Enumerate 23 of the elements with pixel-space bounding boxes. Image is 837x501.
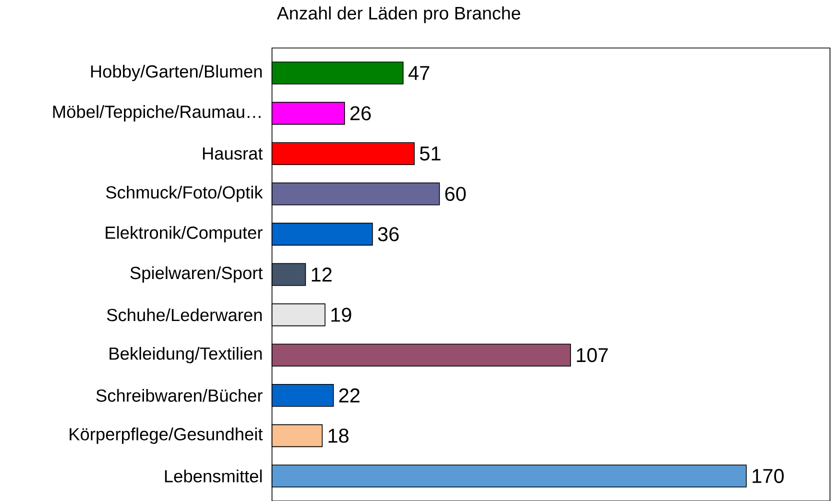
data-label: 18 — [328, 428, 348, 443]
y-tick-label: Bekleidung/Textilien — [110, 346, 262, 364]
data-label: 170 — [752, 468, 784, 483]
data-label: 47 — [408, 66, 430, 80]
y-tick-label: Schreibwaren/Bücher — [96, 388, 263, 402]
data-label: 22 — [339, 388, 360, 402]
data-label: 60 — [445, 186, 466, 201]
data-label: 51 — [420, 146, 440, 160]
y-tick-label: Möbel/Teppiche/Raumau… — [53, 104, 260, 122]
y-tick-label: Elektronik/Computer — [106, 226, 263, 242]
y-tick-label: Spielwaren/Sport — [130, 266, 263, 282]
data-label: 107 — [576, 348, 608, 362]
data-label: 26 — [350, 106, 371, 120]
chart-title: Anzahl der Läden pro Branche — [276, 6, 520, 23]
data-label: 12 — [312, 267, 332, 282]
y-tick-label: Schuhe/Lederwaren — [107, 308, 262, 322]
data-label: 19 — [331, 308, 352, 322]
y-tick-label: Körperpflege/Gesundheit — [70, 427, 263, 444]
data-label: 36 — [378, 226, 399, 242]
y-tick-label: Hobby/Garten/Blumen — [91, 64, 262, 81]
y-tick-label: Lebensmittel — [165, 469, 262, 482]
y-tick-label: Hausrat — [203, 147, 263, 160]
y-tick-label: Schmuck/Foto/Optik — [106, 186, 263, 202]
